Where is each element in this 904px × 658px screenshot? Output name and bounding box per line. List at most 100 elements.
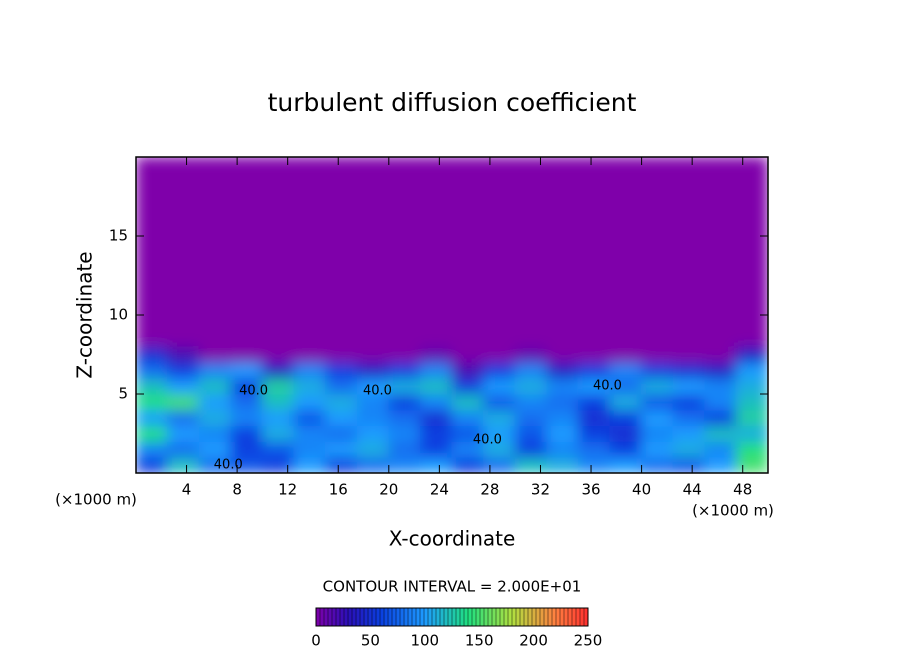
- field-cell: [388, 157, 421, 348]
- field-cell: [198, 409, 232, 427]
- field-cell: [641, 377, 674, 395]
- field-cell: [514, 346, 548, 363]
- field-cell: [293, 346, 327, 363]
- field-cell: [325, 393, 358, 411]
- x-tick-label: 24: [430, 481, 449, 499]
- field-cell: [672, 425, 706, 442]
- field-cell: [388, 393, 421, 411]
- field-cell: [261, 456, 295, 473]
- field-cell: [704, 377, 737, 395]
- field-cell: [261, 440, 295, 458]
- field-cell: [704, 361, 737, 379]
- field-cell: [514, 456, 548, 473]
- field-cell: [641, 409, 674, 427]
- contour-label: 40.0: [363, 383, 392, 398]
- field-cell: [136, 456, 169, 473]
- field-cell: [735, 409, 768, 427]
- x-unit-label: (×1000 m): [55, 491, 137, 509]
- field-cell: [641, 157, 674, 348]
- field-cell: [230, 456, 263, 473]
- colorbar-tick-label: 100: [410, 632, 439, 650]
- field-cell: [325, 346, 358, 363]
- field-cell: [483, 157, 516, 348]
- field-cell: [735, 157, 768, 348]
- field-cell: [136, 346, 169, 363]
- field-cell: [577, 157, 611, 348]
- field-cell: [672, 440, 706, 458]
- field-cell: [546, 393, 579, 411]
- field-cell: [325, 361, 358, 379]
- field-cell: [735, 361, 768, 379]
- field-cell: [672, 157, 706, 348]
- field-cell: [167, 346, 200, 363]
- field-cell: [451, 456, 485, 473]
- field-cell: [198, 157, 232, 348]
- field-cell: [609, 393, 643, 411]
- field-cell: [230, 346, 263, 363]
- colorbar-tick-label: 200: [519, 632, 548, 650]
- field-cell: [451, 425, 485, 442]
- field-cell: [388, 440, 421, 458]
- field-cell: [293, 377, 327, 395]
- field-cell: [167, 377, 200, 395]
- field-cell: [641, 361, 674, 379]
- field-cell: [483, 393, 516, 411]
- field-cell: [577, 361, 611, 379]
- field-cell: [577, 440, 611, 458]
- colorbar: [315, 607, 589, 627]
- field-cell: [356, 361, 390, 379]
- x-tick-label: 16: [329, 481, 348, 499]
- field: [136, 157, 768, 473]
- field-cell: [293, 440, 327, 458]
- field-cell: [167, 361, 200, 379]
- x-tick-label: 28: [480, 481, 499, 499]
- x-tick-label: 4: [182, 481, 192, 499]
- field-cell: [419, 440, 453, 458]
- field-cell: [577, 425, 611, 442]
- field-cell: [704, 409, 737, 427]
- field-cell: [261, 425, 295, 442]
- field-cell: [514, 440, 548, 458]
- field-cell: [419, 361, 453, 379]
- field-cell: [167, 393, 200, 411]
- field-cell: [514, 425, 548, 442]
- y-tick-label: 10: [109, 306, 128, 324]
- x-tick-label: 40: [632, 481, 651, 499]
- field-cell: [325, 409, 358, 427]
- field-cell: [609, 440, 643, 458]
- field-cell: [356, 456, 390, 473]
- field-cell: [704, 425, 737, 442]
- field-cell: [230, 409, 263, 427]
- field-cell: [325, 456, 358, 473]
- colorbar-tick-label: 150: [465, 632, 494, 650]
- field-cell: [704, 157, 737, 348]
- field-cell: [419, 456, 453, 473]
- field-cell: [167, 157, 200, 348]
- y-tick-label: 5: [118, 385, 128, 403]
- field-cell: [451, 409, 485, 427]
- field-cell: [672, 456, 706, 473]
- field-cell: [735, 346, 768, 363]
- field-cell: [546, 456, 579, 473]
- y-tick-label: 15: [109, 227, 128, 245]
- field-cell: [261, 377, 295, 395]
- field-cell: [388, 346, 421, 363]
- field-cell: [261, 393, 295, 411]
- field-cell: [230, 393, 263, 411]
- field-cell: [261, 157, 295, 348]
- colorbar-tick-label: 50: [361, 632, 380, 650]
- x-tick-label: 32: [531, 481, 550, 499]
- contour-label: 40.0: [214, 458, 243, 473]
- field-cell: [230, 425, 263, 442]
- field-cell: [451, 361, 485, 379]
- field-cell: [293, 409, 327, 427]
- field-cell: [419, 377, 453, 395]
- x-tick-label: 20: [379, 481, 398, 499]
- field-cell: [672, 377, 706, 395]
- field-cell: [514, 157, 548, 348]
- field-cell: [735, 377, 768, 395]
- field-cell: [609, 409, 643, 427]
- contour-label: 40.0: [593, 379, 622, 394]
- field-cell: [609, 346, 643, 363]
